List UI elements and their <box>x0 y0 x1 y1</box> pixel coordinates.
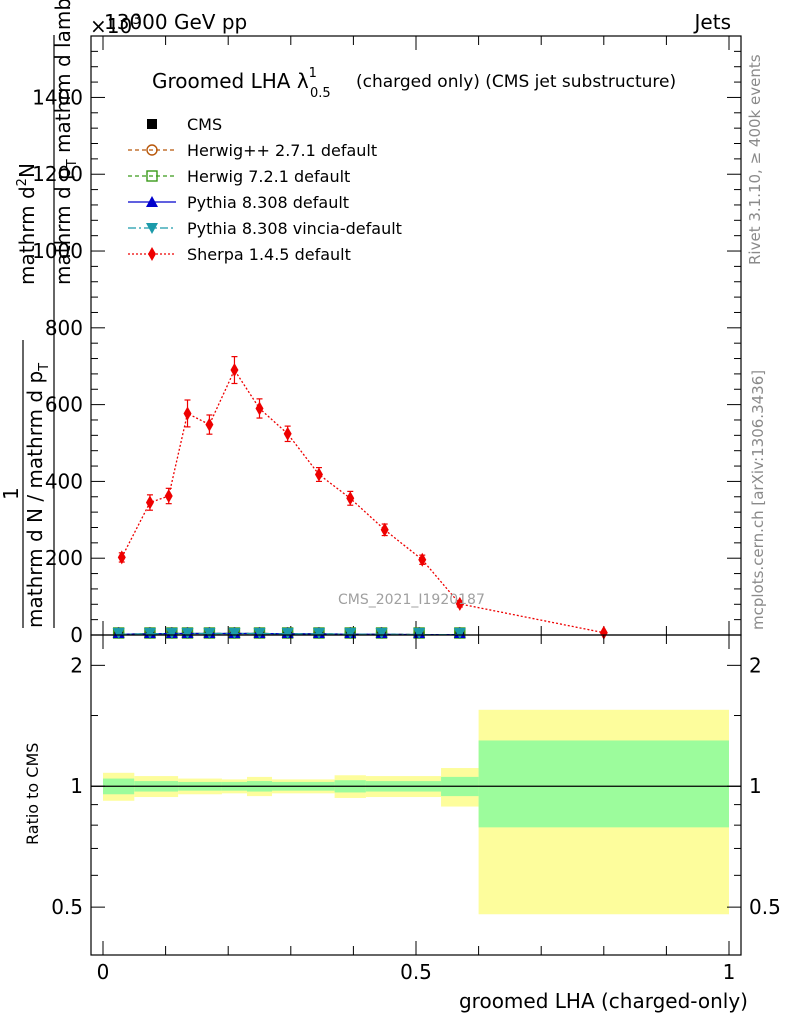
vincia-point <box>375 628 388 639</box>
header-right-label: Jets <box>693 10 731 34</box>
sherpa-point <box>455 596 464 611</box>
ratio-y-axis-label: Ratio to CMS <box>23 743 42 845</box>
vincia-point <box>253 628 266 639</box>
ylabel-numerator-a: mathrm d <box>15 186 39 285</box>
main-y-axis-label: mathrm d2N mathrm d pT mathrm d lambda 1… <box>0 0 80 628</box>
ylabel-denominator-b: mathrm d lambda <box>51 0 75 159</box>
sherpa-point <box>346 491 355 506</box>
ylabel-numerator-sup: 2 <box>15 178 30 186</box>
x-tick-label-0: 0 <box>97 960 110 984</box>
vincia-point <box>281 628 294 639</box>
ylabel-prefactor-den-sub: T <box>37 363 52 372</box>
ratio-y-tick-label-right-2: 2 <box>749 653 762 677</box>
legend-marker-sherpa <box>148 247 156 261</box>
sherpa-point <box>205 417 214 432</box>
sherpa-point <box>164 489 173 504</box>
ylabel-denominator-a: mathrm d p <box>51 167 75 285</box>
vincia-point <box>413 628 426 639</box>
rivet-label: Rivet 3.1.10, ≥ 400k events <box>746 54 764 265</box>
sherpa-point <box>599 625 608 640</box>
ylabel-prefactor-den: mathrm d N / mathrm d pT <box>23 363 52 628</box>
y-tick-label-2: 400 <box>45 469 83 493</box>
watermark: CMS_2021_I1920187 <box>338 592 485 608</box>
chart-title-sup: 1 <box>309 66 317 81</box>
legend-label-data: CMS <box>187 115 222 134</box>
series-vincia <box>112 628 466 639</box>
ylabel-prefactor-num: 1 <box>0 487 23 500</box>
axis-multiplier: ×103 <box>90 12 141 38</box>
vincia-point <box>312 628 325 639</box>
sherpa-point <box>314 467 323 482</box>
vincia-point <box>143 628 156 639</box>
sherpa-point <box>380 522 389 537</box>
y-tick-label-4: 800 <box>45 316 83 340</box>
chart-title: Groomed LHA λ1 0.5 <box>152 66 331 101</box>
legend-label-sherpa: Sherpa 1.4.5 default <box>187 245 351 264</box>
header-left-label: 13000 GeV pp <box>104 10 247 34</box>
legend-marker-pythia <box>146 196 158 207</box>
x-axis-label: groomed LHA (charged-only) <box>459 989 748 1013</box>
y-tick-label-3: 600 <box>45 393 83 417</box>
ratio-y-tick-label-left-2: 2 <box>70 653 83 677</box>
chart-title-suffix: (charged only) (CMS jet substructure) <box>356 72 676 92</box>
y-tick-label-5: 1000 <box>32 239 83 263</box>
vincia-point <box>181 628 194 639</box>
main-plot: 0 200 400 600 800 1000 1200 1400 <box>32 35 742 647</box>
legend-marker-herwig7 <box>146 170 158 182</box>
sherpa-point <box>183 406 192 421</box>
y-tick-label-1: 200 <box>45 546 83 570</box>
legend-label-pythia: Pythia 8.308 default <box>187 193 349 212</box>
y-tick-label-0: 0 <box>70 623 83 647</box>
ratio-y-tick-label-right-0: 0.5 <box>749 895 781 919</box>
vincia-point <box>344 628 357 639</box>
vincia-point <box>453 628 466 639</box>
y-tick-label-7: 1400 <box>32 85 83 109</box>
sherpa-point <box>230 363 239 378</box>
vincia-point <box>203 628 216 639</box>
sherpa-point <box>283 426 292 441</box>
legend-marker-herwigpp <box>146 144 158 156</box>
x-tick-label-2: 1 <box>723 960 736 984</box>
sherpa-point <box>117 550 126 565</box>
legend-label-herwig7: Herwig 7.2.1 default <box>187 167 350 186</box>
chart-title-sub: 0.5 <box>310 86 331 101</box>
ratio-y-tick-label-right-1: 1 <box>749 774 762 798</box>
chart-title-main: Groomed LHA λ <box>152 69 309 93</box>
mcplots-label: mcplots.cern.ch [arXiv:1306.3436] <box>749 370 767 630</box>
ylabel-denominator: mathrm d pT mathrm d lambda <box>51 0 80 285</box>
vincia-point <box>165 628 178 639</box>
ylabel-numerator-b: N <box>15 163 39 178</box>
sherpa-point <box>418 552 427 567</box>
axis-multiplier-base: ×10 <box>90 14 132 38</box>
vincia-point <box>228 628 241 639</box>
legend-marker-data <box>147 119 157 129</box>
ratio-y-tick-label-left-1: 1 <box>70 774 83 798</box>
sherpa-point <box>255 401 264 416</box>
legend: CMS Herwig++ 2.7.1 default Herwig 7.2.1 de… <box>128 115 402 264</box>
ratio-inner-band-9 <box>478 740 729 828</box>
series-sherpa <box>117 356 608 640</box>
legend-marker-vincia <box>146 223 158 234</box>
ylabel-denominator-sub: T <box>65 159 80 168</box>
ylabel-prefactor-den-a: mathrm d N / mathrm d p <box>23 371 47 628</box>
sherpa-point <box>145 495 154 510</box>
legend-label-herwigpp: Herwig++ 2.7.1 default <box>187 141 377 160</box>
ylabel-numerator: mathrm d2N <box>15 163 39 285</box>
axis-multiplier-exp: 3 <box>132 12 141 28</box>
legend-label-vincia: Pythia 8.308 vincia-default <box>187 219 402 238</box>
y-tick-label-6: 1200 <box>32 162 83 186</box>
ratio-plot: 0 0.5 1 0.5 0.5 1 1 2 2 <box>51 634 781 984</box>
x-tick-label-1: 0.5 <box>400 960 432 984</box>
vincia-point <box>112 628 125 639</box>
ratio-y-tick-label-left-0: 0.5 <box>51 895 83 919</box>
